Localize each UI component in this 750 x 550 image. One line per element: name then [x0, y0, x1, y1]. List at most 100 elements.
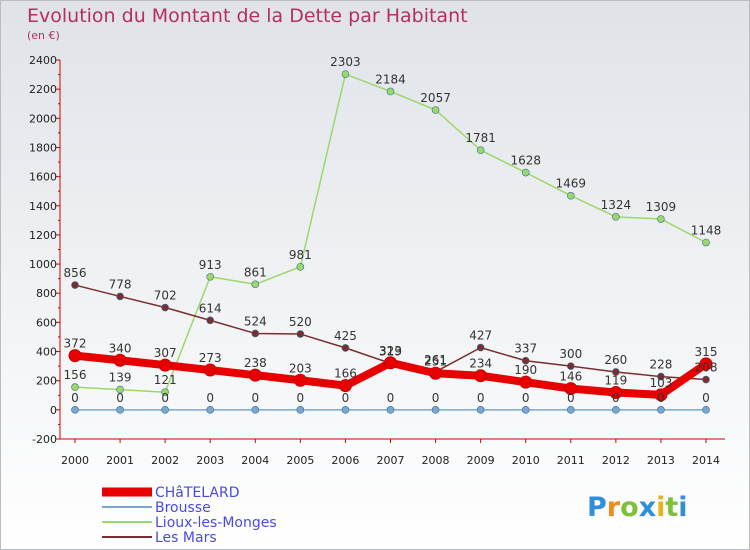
y-tick-label: 1200 [29, 229, 57, 242]
chart-subtitle: (en €) [27, 29, 60, 42]
data-point [657, 372, 665, 381]
x-tick-label: 2009 [467, 454, 495, 467]
data-point [203, 363, 217, 377]
data-point [476, 343, 485, 352]
logo-letter: i [678, 492, 687, 523]
data-point [206, 406, 215, 414]
data-point [612, 368, 620, 376]
data-label: 337 [514, 342, 537, 356]
data-point [386, 87, 395, 96]
data-label: 0 [567, 391, 575, 405]
data-label: 427 [469, 329, 492, 343]
data-label: 0 [702, 391, 710, 405]
proxiti-logo: Proxiti [587, 492, 688, 523]
data-label: 1309 [646, 200, 677, 214]
data-point [521, 168, 530, 177]
data-label: 981 [289, 248, 312, 262]
data-label: 702 [154, 289, 177, 303]
logo-letter: t [665, 492, 678, 523]
y-tick-label: 1600 [29, 171, 57, 184]
data-point [251, 329, 260, 338]
data-point [654, 388, 668, 402]
data-label: 1324 [601, 198, 632, 212]
y-tick-label: 1400 [29, 200, 57, 213]
data-point [71, 281, 79, 289]
data-label: 238 [244, 356, 267, 370]
x-tick-label: 2012 [602, 454, 630, 467]
data-label: 0 [71, 391, 79, 405]
data-point [609, 385, 623, 399]
x-tick-label: 2004 [241, 454, 269, 467]
data-label: 251 [424, 354, 447, 368]
data-label: 119 [604, 373, 627, 387]
data-point [116, 292, 124, 301]
data-labels: 0 0 0 0 0 0 0 0 0 0 0 0 0 0 0 156 139 121 913 861 981 2303 218… [64, 55, 722, 405]
data-point [248, 368, 262, 382]
data-label: 778 [109, 277, 132, 291]
data-point [476, 146, 485, 155]
y-tick-label: 200 [36, 375, 57, 388]
data-label: 103 [649, 376, 672, 390]
x-tick-label: 2010 [512, 454, 540, 467]
data-label: 1148 [691, 224, 722, 238]
data-point [702, 375, 710, 384]
y-tick-label: -200 [32, 433, 57, 446]
data-label: 861 [244, 265, 267, 279]
data-label: 2057 [420, 91, 451, 105]
data-label: 315 [695, 345, 718, 359]
data-point [161, 303, 169, 312]
y-tick-label: 0 [50, 404, 57, 417]
data-label: 524 [244, 314, 267, 328]
data-label: 1469 [556, 177, 587, 191]
legend-label: Les Mars [155, 530, 217, 546]
data-label: 139 [109, 371, 132, 385]
data-label: 0 [251, 391, 259, 405]
data-point [612, 213, 620, 221]
data-point [521, 356, 530, 365]
data-point [338, 379, 352, 393]
data-point [476, 406, 485, 414]
logo-letter: r [607, 492, 621, 523]
data-label: 0 [342, 391, 350, 405]
y-tick-label: 2000 [29, 112, 57, 125]
logo-letter: i [656, 492, 665, 523]
series-2 [71, 70, 710, 397]
legend-label: CHâTELARD [155, 485, 240, 501]
data-point [341, 406, 350, 414]
data-label: 300 [559, 347, 582, 361]
logo-letter: x [639, 492, 656, 523]
data-label: 0 [161, 391, 169, 405]
data-point [384, 356, 397, 370]
data-label: 340 [109, 341, 132, 355]
data-point [206, 316, 215, 325]
data-label: 913 [199, 258, 222, 272]
data-point [296, 330, 305, 338]
data-point [699, 357, 713, 371]
data-point [71, 406, 79, 414]
y-tick-label: 2200 [29, 83, 57, 96]
data-point [161, 406, 169, 414]
data-point [293, 373, 307, 387]
data-point [702, 406, 710, 414]
data-label: 156 [64, 368, 87, 382]
data-point [113, 353, 127, 367]
data-point [566, 406, 575, 414]
data-point [251, 280, 260, 289]
data-label: 319 [379, 344, 402, 358]
y-tick-label: 2400 [29, 54, 57, 67]
data-point [386, 406, 395, 414]
x-tick-label: 2011 [557, 454, 585, 467]
chart-title: Evolution du Montant de la Dette par Hab… [27, 5, 468, 27]
data-label: 0 [387, 391, 395, 405]
x-tick-label: 2002 [151, 454, 179, 467]
data-label: 234 [469, 357, 492, 371]
data-label: 0 [522, 391, 530, 405]
data-label: 0 [612, 391, 620, 405]
data-point [431, 106, 440, 114]
data-point [612, 406, 620, 414]
data-label: 273 [199, 351, 222, 365]
x-tick-label: 2003 [196, 454, 224, 467]
data-point [521, 406, 530, 414]
